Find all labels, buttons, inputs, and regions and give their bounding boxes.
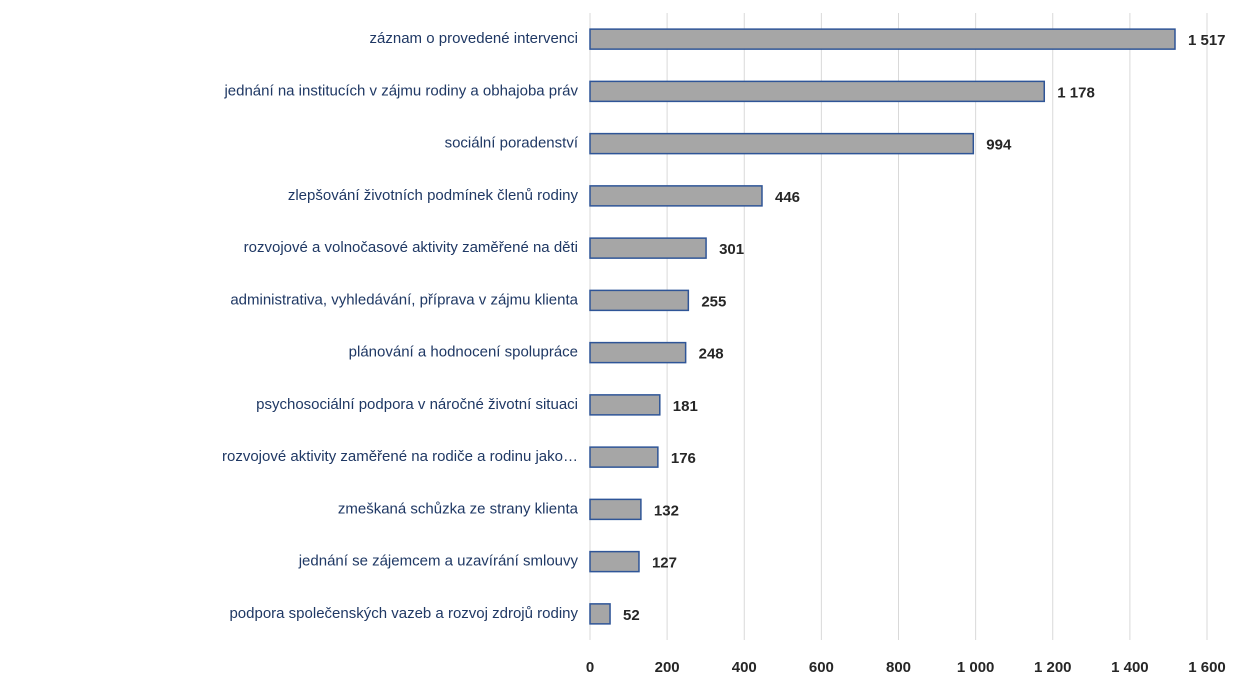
bar	[589, 237, 707, 259]
bar	[589, 341, 687, 364]
category-label: záznam o provedené intervenci	[370, 30, 578, 47]
bar	[589, 28, 1176, 50]
value-label: 181	[673, 398, 698, 415]
value-label: 1 517	[1188, 32, 1226, 49]
category-label: psychosociální podpora v náročné životní…	[256, 396, 578, 413]
x-tick-label: 1 200	[1034, 659, 1072, 676]
value-label: 255	[701, 293, 726, 310]
bar	[589, 289, 690, 312]
category-label: sociální poradenství	[445, 135, 579, 152]
value-label: 1 178	[1057, 84, 1095, 101]
bar	[589, 446, 659, 468]
category-label: zlepšování životních podmínek členů rodi…	[288, 187, 579, 204]
bar	[589, 132, 975, 155]
category-label: rozvojové aktivity zaměřené na rodiče a …	[222, 448, 578, 465]
value-label: 446	[775, 189, 800, 206]
x-tick-label: 200	[655, 659, 680, 676]
value-label: 127	[652, 555, 677, 572]
bar	[589, 498, 642, 521]
value-label: 994	[986, 137, 1012, 154]
x-tick-label: 400	[732, 659, 757, 676]
x-tick-label: 600	[809, 659, 834, 676]
x-tick-label: 0	[586, 659, 594, 676]
category-label: rozvojové a volnočasové aktivity zaměřen…	[244, 239, 578, 256]
bar	[589, 185, 763, 207]
x-tick-label: 1 600	[1188, 659, 1226, 676]
category-label: plánování a hodnocení spolupráce	[349, 344, 578, 361]
bar	[589, 550, 640, 573]
x-tick-label: 1 400	[1111, 659, 1149, 676]
bar	[589, 394, 661, 416]
bar	[589, 603, 611, 625]
category-label: jednání na institucích v zájmu rodiny a …	[223, 82, 578, 99]
x-tick-label: 800	[886, 659, 911, 676]
bar	[589, 80, 1046, 103]
category-label: jednání se zájemcem a uzavírání smlouvy	[298, 553, 579, 570]
category-label: zmeškaná schůzka ze strany klienta	[338, 500, 579, 517]
value-label: 301	[719, 241, 744, 258]
value-label: 52	[623, 607, 640, 624]
value-label: 132	[654, 502, 679, 519]
category-label: administrativa, vyhledávání, příprava v …	[230, 291, 578, 308]
category-label: podpora společenských vazeb a rozvoj zdr…	[229, 605, 578, 622]
value-label: 248	[699, 346, 724, 363]
x-tick-label: 1 000	[957, 659, 995, 676]
value-label: 176	[671, 450, 696, 467]
